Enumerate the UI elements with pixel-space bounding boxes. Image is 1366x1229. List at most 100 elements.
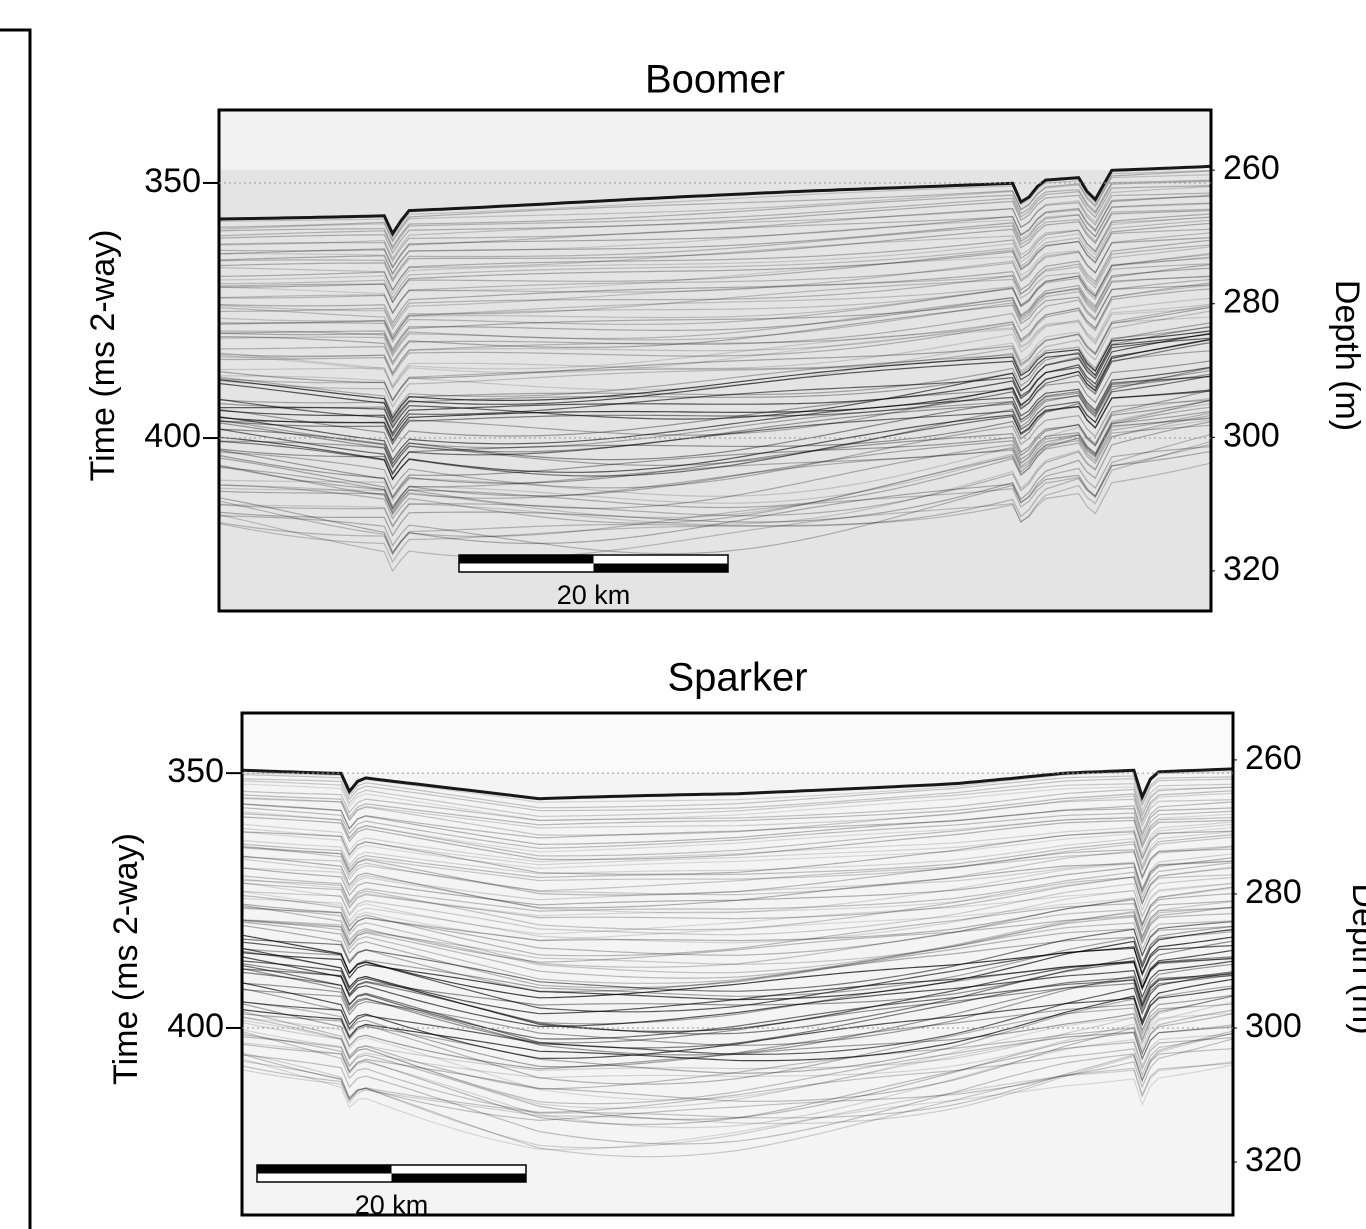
y2-tick-label: 320 (1245, 1141, 1302, 1179)
reflector (219, 366, 1211, 462)
reflector (242, 926, 1233, 997)
reflector (219, 424, 1211, 524)
reflector (242, 1052, 1233, 1149)
reflector (219, 417, 1211, 511)
reflector (219, 446, 1211, 555)
reflector (219, 276, 1211, 355)
reflector (219, 399, 1211, 500)
reflector (219, 208, 1211, 281)
scale-bar-label: 20 km (557, 580, 631, 610)
reflector (219, 284, 1211, 364)
reflector (242, 921, 1233, 989)
reflector (242, 995, 1233, 1072)
scale-bar-segment (593, 563, 728, 572)
reflector (242, 830, 1233, 875)
water-column (219, 110, 1211, 170)
reflector (219, 316, 1211, 401)
reflector (242, 1009, 1233, 1102)
reflector (219, 390, 1211, 481)
reflector (242, 907, 1233, 974)
y2-tick-label: 280 (1245, 873, 1302, 911)
reflector (219, 417, 1211, 519)
reflector (219, 412, 1211, 516)
reflector (242, 904, 1233, 963)
reflector (242, 867, 1233, 920)
reflector (219, 360, 1211, 453)
reflector (242, 1032, 1233, 1125)
reflector (242, 1030, 1233, 1119)
reflector (242, 853, 1233, 901)
scale-bar-segment (459, 555, 594, 564)
reflector (219, 304, 1211, 402)
reflector (242, 882, 1233, 935)
reflector (242, 803, 1233, 846)
reflector (219, 288, 1211, 377)
reflector (242, 964, 1233, 1040)
reflector (242, 1001, 1233, 1085)
reflector (219, 376, 1211, 469)
reflector (242, 985, 1233, 1074)
reflector (242, 1026, 1233, 1121)
reflector (219, 213, 1211, 292)
reflector (219, 403, 1211, 511)
reflector (219, 185, 1211, 260)
reflector (219, 375, 1211, 465)
reflector (242, 1010, 1233, 1090)
reflector (242, 1012, 1233, 1101)
y2-axis-label: Depth (m) (1328, 280, 1366, 431)
reflector (219, 443, 1211, 555)
reflector (242, 1001, 1233, 1079)
reflector (242, 811, 1233, 853)
reflector (219, 332, 1211, 435)
y-tick-label: 400 (144, 417, 201, 455)
reflector (242, 816, 1233, 861)
scale-bar-label: 20 km (355, 1190, 429, 1220)
reflector (242, 1019, 1233, 1109)
reflector (219, 246, 1211, 331)
reflector (219, 236, 1211, 314)
reflector (219, 373, 1211, 469)
reflector (219, 450, 1211, 554)
reflector (242, 894, 1233, 957)
reflector (242, 901, 1233, 966)
reflector (219, 195, 1211, 269)
reflector (242, 857, 1233, 906)
reflector (242, 958, 1233, 1032)
reflector (242, 771, 1233, 803)
reflector (242, 801, 1233, 839)
reflector (242, 988, 1233, 1068)
reflector (242, 972, 1233, 1055)
reflector (219, 164, 1211, 237)
reflector (242, 790, 1233, 826)
reflector (242, 807, 1233, 849)
y-tick-label: 350 (144, 162, 201, 200)
reflector (219, 338, 1211, 442)
reflector (219, 278, 1211, 366)
reflector (219, 219, 1211, 300)
reflector (219, 284, 1211, 375)
plot-frame (240, 711, 1235, 1217)
reflector (242, 956, 1233, 1027)
plot-frame (217, 108, 1213, 613)
reflector (219, 433, 1211, 556)
reflector (219, 326, 1211, 417)
reflector (242, 968, 1233, 1044)
y2-axis-label: Depth (m) (1345, 883, 1366, 1034)
y-tick-label: 350 (167, 752, 224, 790)
reflector (242, 1048, 1233, 1145)
reflector (242, 778, 1233, 812)
reflector (242, 956, 1233, 1035)
reflector (242, 826, 1233, 870)
reflector (242, 786, 1233, 822)
reflector (219, 462, 1211, 573)
reflector (242, 978, 1233, 1062)
reflector (242, 792, 1233, 829)
reflector (219, 310, 1211, 408)
reflector (219, 194, 1211, 270)
reflector (219, 252, 1211, 340)
reflector (219, 322, 1211, 422)
reflector (219, 256, 1211, 337)
reflector (242, 855, 1233, 909)
reflector (219, 306, 1211, 391)
reflector (242, 797, 1233, 836)
